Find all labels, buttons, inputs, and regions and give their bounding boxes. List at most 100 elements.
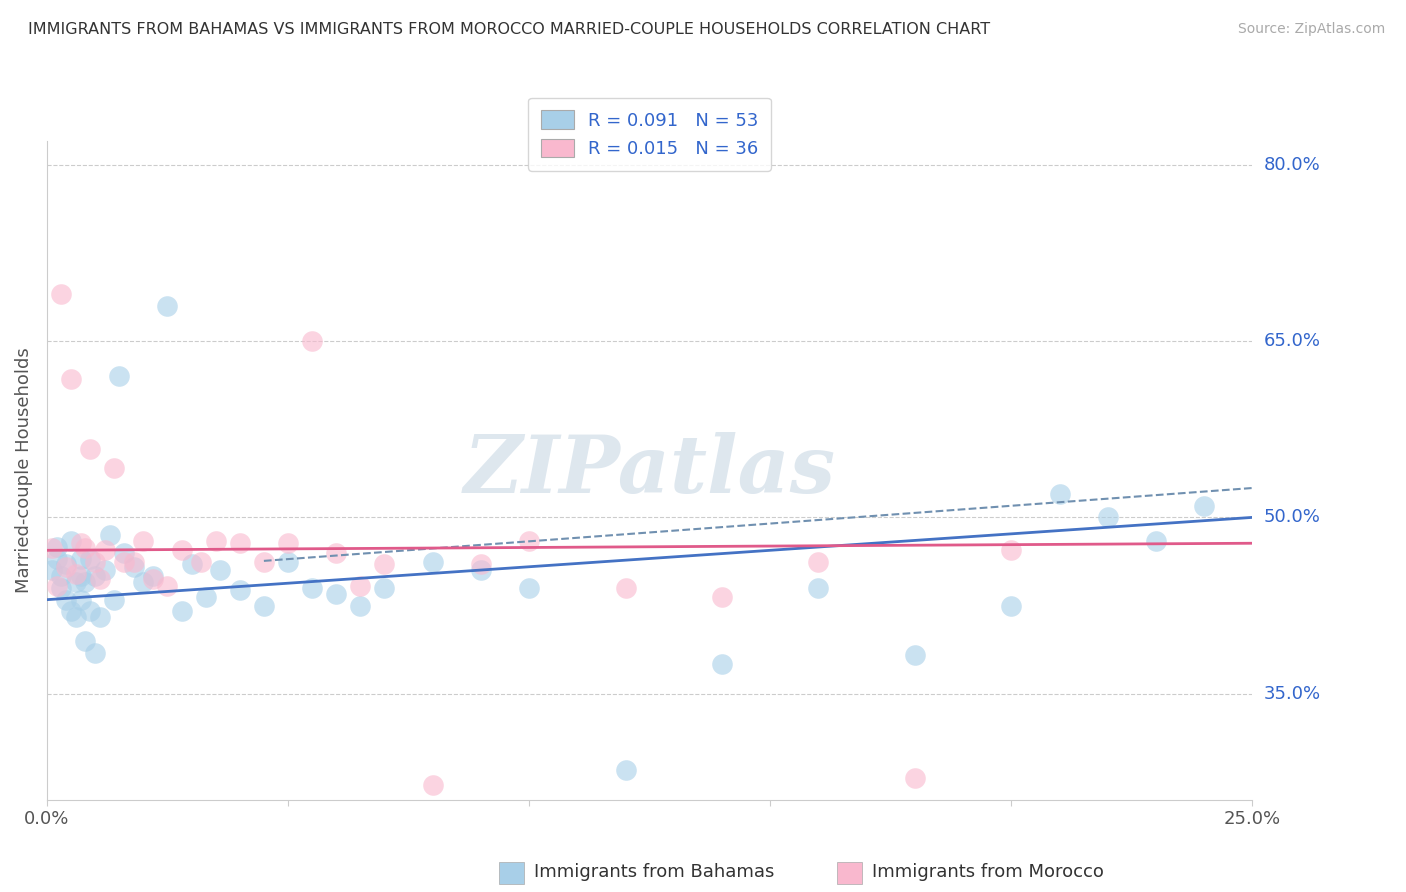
Point: [41, 563, 63, 577]
Point: [470, 558, 492, 572]
Point: [84, 646, 107, 660]
Point: [132, 575, 155, 590]
Point: [170, 604, 193, 618]
Point: [807, 555, 830, 569]
Point: [112, 555, 135, 569]
Point: [422, 555, 444, 569]
Point: [711, 591, 734, 605]
Point: [156, 578, 179, 592]
Text: 35.0%: 35.0%: [1264, 685, 1320, 703]
Text: Source: ZipAtlas.com: Source: ZipAtlas.com: [1237, 22, 1385, 37]
Point: [190, 555, 212, 569]
Point: [904, 772, 927, 786]
Point: [55, 558, 77, 572]
Point: [94, 563, 117, 577]
Text: ZIPatlas: ZIPatlas: [464, 432, 835, 509]
Point: [108, 369, 131, 384]
Point: [45, 578, 67, 592]
Point: [41, 541, 63, 555]
Point: [325, 587, 347, 601]
Y-axis label: Married-couple Households: Married-couple Households: [15, 348, 32, 593]
Point: [301, 581, 323, 595]
Point: [349, 599, 371, 613]
Point: [65, 566, 87, 581]
Text: IMMIGRANTS FROM BAHAMAS VS IMMIGRANTS FROM MOROCCO MARRIED-COUPLE HOUSEHOLDS COR: IMMIGRANTS FROM BAHAMAS VS IMMIGRANTS FR…: [28, 22, 990, 37]
Point: [373, 558, 395, 572]
Text: Immigrants from Morocco: Immigrants from Morocco: [872, 863, 1104, 881]
Point: [45, 540, 67, 554]
Point: [75, 541, 97, 555]
Point: [349, 578, 371, 592]
Point: [277, 555, 299, 569]
Text: 50.0%: 50.0%: [1264, 508, 1320, 526]
Point: [75, 575, 97, 590]
Point: [69, 569, 91, 583]
Point: [204, 533, 226, 548]
Point: [132, 533, 155, 548]
Point: [122, 559, 145, 574]
Point: [79, 604, 101, 618]
Point: [470, 563, 492, 577]
Point: [112, 546, 135, 560]
Point: [517, 533, 540, 548]
Point: [209, 563, 232, 577]
Point: [711, 657, 734, 672]
Point: [75, 633, 97, 648]
Point: [373, 581, 395, 595]
Point: [170, 543, 193, 558]
Point: [103, 592, 125, 607]
Point: [301, 334, 323, 348]
Point: [142, 569, 165, 583]
Point: [1049, 487, 1071, 501]
Point: [51, 287, 73, 301]
Point: [84, 555, 107, 569]
Text: 65.0%: 65.0%: [1264, 332, 1320, 350]
Point: [59, 372, 82, 386]
Point: [229, 583, 252, 598]
Point: [1000, 599, 1022, 613]
Point: [1144, 533, 1167, 548]
Point: [51, 581, 73, 595]
Point: [614, 763, 637, 777]
Point: [84, 569, 107, 583]
Point: [180, 558, 202, 572]
Point: [122, 555, 145, 569]
Point: [614, 581, 637, 595]
Point: [325, 546, 347, 560]
Point: [156, 299, 179, 313]
Point: [89, 610, 111, 624]
Point: [277, 536, 299, 550]
Point: [904, 648, 927, 662]
Point: [253, 555, 276, 569]
Text: 80.0%: 80.0%: [1264, 156, 1320, 174]
Point: [94, 543, 117, 558]
Legend: R = 0.091   N = 53, R = 0.015   N = 36: R = 0.091 N = 53, R = 0.015 N = 36: [529, 97, 770, 170]
Point: [69, 551, 91, 566]
Text: Immigrants from Bahamas: Immigrants from Bahamas: [534, 863, 775, 881]
Point: [79, 442, 101, 457]
Point: [195, 591, 218, 605]
Point: [142, 572, 165, 586]
Point: [55, 559, 77, 574]
Point: [51, 569, 73, 583]
Point: [69, 592, 91, 607]
Point: [253, 599, 276, 613]
Point: [517, 581, 540, 595]
Point: [1097, 510, 1119, 524]
Point: [807, 581, 830, 595]
Point: [79, 551, 101, 566]
Point: [89, 572, 111, 586]
Point: [59, 604, 82, 618]
Point: [45, 551, 67, 566]
Point: [98, 528, 121, 542]
Point: [1000, 543, 1022, 558]
Point: [229, 536, 252, 550]
Point: [69, 536, 91, 550]
Point: [55, 592, 77, 607]
Point: [422, 779, 444, 793]
Point: [1194, 499, 1216, 513]
Point: [65, 575, 87, 590]
Point: [65, 610, 87, 624]
Point: [103, 461, 125, 475]
Point: [59, 533, 82, 548]
